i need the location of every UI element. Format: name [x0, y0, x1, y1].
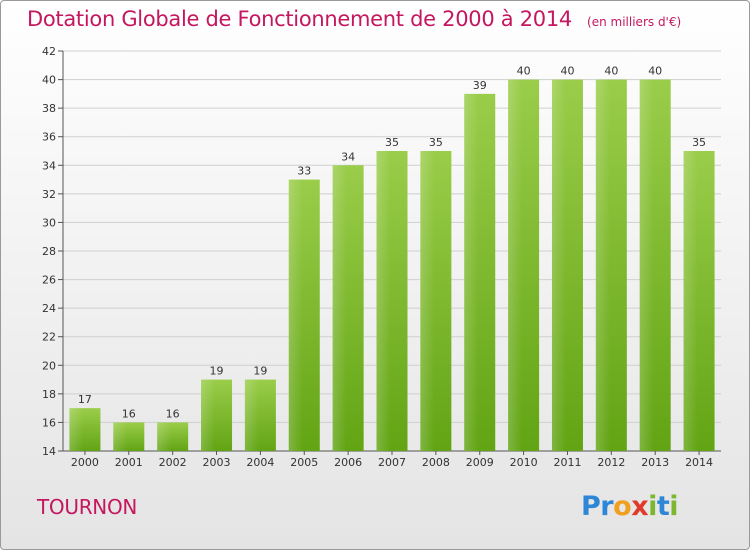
x-tick-label: 2013	[641, 456, 669, 469]
y-tick-label: 42	[42, 45, 56, 58]
bar-highlight	[69, 408, 84, 451]
x-tick-label: 2008	[422, 456, 450, 469]
logo-letter: i	[648, 491, 657, 522]
bar-value-label: 17	[78, 393, 92, 406]
bar-value-label: 40	[517, 65, 531, 78]
bar-highlight	[157, 422, 172, 451]
bar-value-label: 16	[166, 407, 180, 420]
bar-highlight	[420, 151, 435, 451]
x-tick-label: 2007	[378, 456, 406, 469]
bar-highlight	[551, 79, 566, 452]
bar-highlight	[639, 79, 654, 452]
chart-title-block: Dotation Globale de Fonctionnement de 20…	[27, 7, 681, 31]
bar-highlight	[244, 379, 259, 451]
bar-highlight	[683, 151, 698, 451]
logo-letter: t	[656, 491, 670, 522]
x-tick-label: 2004	[246, 456, 274, 469]
bar-highlight	[464, 93, 479, 451]
x-tick-label: 2012	[597, 456, 625, 469]
bar-value-label: 40	[560, 65, 574, 78]
x-tick-label: 2011	[553, 456, 581, 469]
x-tick-label: 2010	[510, 456, 538, 469]
chart-unit-label: (en milliers d'€)	[587, 15, 682, 29]
bars	[69, 79, 715, 452]
bar-highlight	[332, 165, 347, 452]
logo-letter: r	[600, 491, 614, 522]
proxiti-logo[interactable]: Proxiti	[581, 491, 679, 522]
y-tick-label: 22	[42, 331, 56, 344]
x-tick-label: 2000	[71, 456, 99, 469]
bar-highlight	[288, 179, 303, 452]
logo-letter: i	[669, 491, 679, 522]
logo-letter: o	[613, 491, 632, 522]
x-tick-label: 2009	[466, 456, 494, 469]
x-tick-label: 2014	[685, 456, 713, 469]
y-tick-label: 18	[42, 388, 56, 401]
y-tick-label: 34	[42, 159, 56, 172]
x-tick-label: 2002	[159, 456, 187, 469]
y-tick-label: 36	[42, 131, 56, 144]
bar-value-label: 40	[604, 65, 618, 78]
bar-value-label: 19	[210, 365, 224, 378]
y-tick-label: 20	[42, 359, 56, 372]
bar-value-label: 19	[253, 365, 267, 378]
bar-highlight	[201, 379, 215, 451]
x-tick-label: 2006	[334, 456, 362, 469]
logo-letter: x	[631, 491, 649, 522]
y-tick-label: 40	[42, 74, 56, 87]
bar-highlight	[508, 79, 523, 452]
bar-value-label: 35	[429, 136, 443, 149]
y-tick-label: 14	[42, 445, 56, 458]
y-tick-label: 30	[42, 216, 56, 229]
y-tick-label: 32	[42, 188, 56, 201]
y-tick-label: 24	[42, 302, 56, 315]
x-tick-label: 2003	[203, 456, 231, 469]
x-tick-label: 2001	[115, 456, 143, 469]
bar-highlight	[113, 422, 128, 451]
bar-value-label: 40	[648, 65, 662, 78]
y-tick-label: 28	[42, 245, 56, 258]
bar-highlight	[376, 151, 391, 451]
bar-highlight	[595, 79, 610, 452]
chart-title: Dotation Globale de Fonctionnement de 20…	[27, 7, 572, 31]
bar-value-label: 39	[473, 79, 487, 92]
bar-value-label: 35	[692, 136, 706, 149]
bar-value-label: 16	[122, 407, 136, 420]
labels: 14 16 18 20 22 24 26 28 30 32 34 36 38 40 42 17 2000 16 20…	[42, 45, 713, 469]
y-tick-label: 26	[42, 274, 56, 287]
x-tick-label: 2005	[290, 456, 318, 469]
y-tick-label: 38	[42, 102, 56, 115]
commune-name: TOURNON	[37, 495, 138, 519]
bar-value-label: 33	[297, 165, 311, 178]
y-tick-label: 16	[42, 416, 56, 429]
bar-value-label: 34	[341, 150, 355, 163]
bar-value-label: 35	[385, 136, 399, 149]
logo-letter: P	[581, 491, 601, 522]
